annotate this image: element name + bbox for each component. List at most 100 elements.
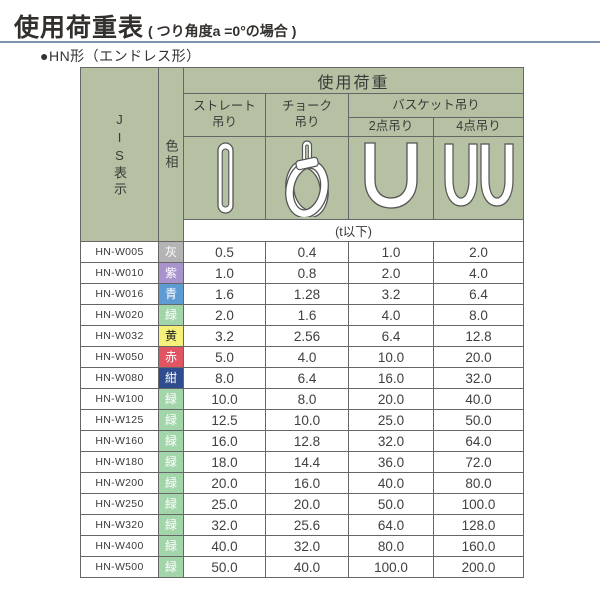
basket-4point-load-cell: 64.0 bbox=[432, 430, 525, 452]
basket-2point-load-cell: 50.0 bbox=[348, 493, 434, 515]
jis-code-cell: HN-W100 bbox=[80, 388, 159, 410]
table-row: HN-W050 赤 5.0 4.0 10.0 20.0 bbox=[80, 346, 525, 368]
color-header-cell: 色相 bbox=[158, 67, 184, 242]
basket-4point-load-cell: 200.0 bbox=[432, 556, 525, 578]
choker-load-cell: 1.6 bbox=[265, 304, 349, 326]
basket-4point-hitch-icon bbox=[432, 136, 525, 220]
straight-load-cell: 8.0 bbox=[183, 367, 266, 389]
unit-label: (t以下) bbox=[182, 219, 525, 242]
straight-load-cell: 50.0 bbox=[183, 556, 266, 578]
table-row: HN-W500 緑 50.0 40.0 100.0 200.0 bbox=[80, 556, 525, 578]
basket-hitch-header: バスケット吊り bbox=[347, 93, 525, 118]
color-swatch-cell: 緑 bbox=[158, 430, 184, 452]
straight-load-cell: 3.2 bbox=[183, 325, 266, 347]
basket-4point-load-cell: 72.0 bbox=[432, 451, 525, 473]
basket-2point-load-cell: 1.0 bbox=[348, 241, 434, 263]
choker-load-cell: 0.8 bbox=[265, 262, 349, 284]
table-row: HN-W100 緑 10.0 8.0 20.0 40.0 bbox=[80, 388, 525, 410]
jis-header-label: JIS表示 bbox=[112, 111, 127, 198]
table-row: HN-W020 緑 2.0 1.6 4.0 8.0 bbox=[80, 304, 525, 326]
color-swatch-cell: 紫 bbox=[158, 262, 184, 284]
choker-load-cell: 25.6 bbox=[265, 514, 349, 536]
straight-load-cell: 16.0 bbox=[183, 430, 266, 452]
choker-load-cell: 16.0 bbox=[265, 472, 349, 494]
choker-load-cell: 40.0 bbox=[265, 556, 349, 578]
color-swatch-cell: 緑 bbox=[158, 409, 184, 431]
table-row: HN-W005 灰 0.5 0.4 1.0 2.0 bbox=[80, 241, 525, 263]
choker-load-cell: 4.0 bbox=[265, 346, 349, 368]
page-title-suffix: ( つり角度a =0°の場合 ) bbox=[148, 23, 297, 39]
table-row: HN-W180 緑 18.0 14.4 36.0 72.0 bbox=[80, 451, 525, 473]
color-swatch-cell: 緑 bbox=[158, 388, 184, 410]
basket-2point-load-cell: 20.0 bbox=[348, 388, 434, 410]
color-swatch-cell: 赤 bbox=[158, 346, 184, 368]
table-row: HN-W010 紫 1.0 0.8 2.0 4.0 bbox=[80, 262, 525, 284]
jis-code-cell: HN-W020 bbox=[80, 304, 159, 326]
basket-4point-load-cell: 12.8 bbox=[432, 325, 525, 347]
straight-load-cell: 10.0 bbox=[183, 388, 266, 410]
basket-2point-load-cell: 100.0 bbox=[348, 556, 434, 578]
jis-code-cell: HN-W250 bbox=[80, 493, 159, 515]
color-swatch-cell: 緑 bbox=[158, 304, 184, 326]
color-swatch-cell: 緑 bbox=[158, 514, 184, 536]
jis-code-cell: HN-W320 bbox=[80, 514, 159, 536]
straight-load-cell: 1.6 bbox=[183, 283, 266, 305]
jis-code-cell: HN-W050 bbox=[80, 346, 159, 368]
color-swatch-cell: 青 bbox=[158, 283, 184, 305]
jis-code-cell: HN-W200 bbox=[80, 472, 159, 494]
table-row: HN-W250 緑 25.0 20.0 50.0 100.0 bbox=[80, 493, 525, 515]
choker-load-cell: 32.0 bbox=[265, 535, 349, 557]
table-row: HN-W016 青 1.6 1.28 3.2 6.4 bbox=[80, 283, 525, 305]
basket-4point-load-cell: 80.0 bbox=[432, 472, 525, 494]
basket-2point-load-cell: 32.0 bbox=[348, 430, 434, 452]
color-header-label: 色相 bbox=[163, 138, 179, 171]
basket-4point-header: 4点吊り bbox=[432, 117, 525, 137]
color-swatch-cell: 緑 bbox=[158, 472, 184, 494]
jis-code-cell: HN-W032 bbox=[80, 325, 159, 347]
table-row: HN-W200 緑 20.0 16.0 40.0 80.0 bbox=[80, 472, 525, 494]
basket-2point-load-cell: 25.0 bbox=[348, 409, 434, 431]
basket-2point-load-cell: 2.0 bbox=[348, 262, 434, 284]
jis-header-cell: JIS表示 bbox=[80, 67, 159, 242]
basket-2point-load-cell: 16.0 bbox=[348, 367, 434, 389]
color-swatch-cell: 緑 bbox=[158, 451, 184, 473]
basket-4point-load-cell: 32.0 bbox=[432, 367, 525, 389]
straight-hitch-label-line2: 吊り bbox=[211, 115, 237, 129]
color-swatch-cell: 灰 bbox=[158, 241, 184, 263]
jis-code-cell: HN-W400 bbox=[80, 535, 159, 557]
basket-4point-load-cell: 50.0 bbox=[432, 409, 525, 431]
choker-load-cell: 8.0 bbox=[265, 388, 349, 410]
straight-load-cell: 5.0 bbox=[183, 346, 266, 368]
section-label: ●HN形（エンドレス形） bbox=[40, 48, 201, 64]
basket-4point-load-cell: 2.0 bbox=[432, 241, 525, 263]
working-load-table: JIS表示 色相 使用荷重 ストレート 吊り チョーク 吊り バスケット吊り bbox=[80, 67, 525, 578]
color-swatch-cell: 緑 bbox=[158, 556, 184, 578]
choker-hitch-icon bbox=[265, 136, 349, 220]
basket-4point-load-cell: 6.4 bbox=[432, 283, 525, 305]
choker-hitch-label-line1: チョーク bbox=[281, 99, 332, 114]
page-title-main: 使用荷重表 bbox=[14, 14, 145, 42]
straight-load-cell: 32.0 bbox=[183, 514, 266, 536]
basket-2point-load-cell: 6.4 bbox=[348, 325, 434, 347]
choker-hitch-header: チョーク 吊り bbox=[265, 93, 349, 137]
jis-code-cell: HN-W180 bbox=[80, 451, 159, 473]
jis-code-cell: HN-W500 bbox=[80, 556, 159, 578]
basket-4point-load-cell: 128.0 bbox=[432, 514, 525, 536]
choker-hitch-label-line2: 吊り bbox=[294, 115, 320, 129]
straight-load-cell: 2.0 bbox=[183, 304, 266, 326]
choker-load-cell: 20.0 bbox=[265, 493, 349, 515]
basket-4point-load-cell: 40.0 bbox=[432, 388, 525, 410]
straight-load-cell: 1.0 bbox=[183, 262, 266, 284]
choker-load-cell: 6.4 bbox=[265, 367, 349, 389]
straight-load-cell: 25.0 bbox=[183, 493, 266, 515]
choker-load-cell: 14.4 bbox=[265, 451, 349, 473]
jis-code-cell: HN-W125 bbox=[80, 409, 159, 431]
basket-2point-load-cell: 80.0 bbox=[348, 535, 434, 557]
basket-2point-load-cell: 4.0 bbox=[348, 304, 434, 326]
jis-code-cell: HN-W010 bbox=[80, 262, 159, 284]
table-row: HN-W160 緑 16.0 12.8 32.0 64.0 bbox=[80, 430, 525, 452]
jis-code-cell: HN-W160 bbox=[80, 430, 159, 452]
basket-4point-load-cell: 4.0 bbox=[432, 262, 525, 284]
straight-load-cell: 18.0 bbox=[183, 451, 266, 473]
